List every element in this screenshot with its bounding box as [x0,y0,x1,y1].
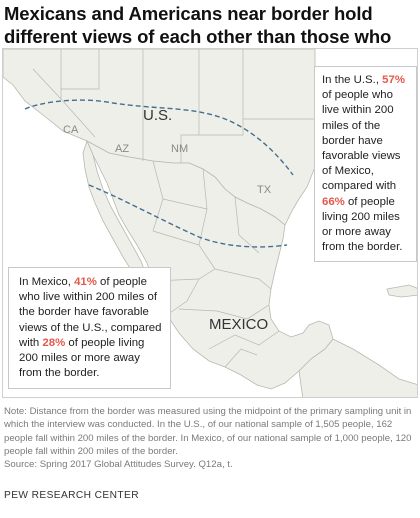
map: U.S. MEXICO CA AZ NM TX [2,48,418,398]
mexico-200-mile-line [88,184,288,248]
callout-mexico: In Mexico, 41% of people who live within… [8,267,171,390]
source-text: Source: Spring 2017 Global Attitudes Sur… [4,459,233,471]
country-label-us: U.S. [143,107,172,124]
callout-us-text-3: of people living 200 miles or more away … [322,195,403,254]
callout-us-text-2: of people who live within 200 miles of t… [322,89,401,193]
callout-mexico-text-2: of people who live within 200 miles of t… [19,276,162,349]
note-text: Note: Distance from the border was measu… [4,406,412,457]
country-label-mexico: MEXICO [209,316,268,333]
state-label-ca: CA [63,124,79,136]
callout-us-pct-far: 66% [322,195,345,208]
callout-us: In the U.S., 57% of people who live with… [314,66,417,263]
callout-mexico-text-1: In Mexico, [19,276,75,288]
mexico-landmass [86,140,334,390]
callout-mexico-pct-far: 28% [42,336,66,349]
state-label-tx: TX [257,184,272,196]
callout-mexico-pct-near: 41% [74,276,97,288]
callout-us-pct-near: 57% [382,74,405,86]
map-graphic: U.S. MEXICO CA AZ NM TX [3,49,417,397]
callout-us-text-1: In the U.S., [322,74,383,86]
island [386,284,417,298]
footer-credit: PEW RESEARCH CENTER [4,490,139,501]
state-borders [32,49,315,163]
central-america [298,338,417,397]
callout-mexico-text-3: of people living 200 miles or more away … [19,336,145,380]
note: Note: Distance from the border was measu… [4,405,418,471]
us-200-mile-line [24,99,294,176]
state-label-nm: NM [171,143,188,155]
state-label-az: AZ [115,143,129,155]
